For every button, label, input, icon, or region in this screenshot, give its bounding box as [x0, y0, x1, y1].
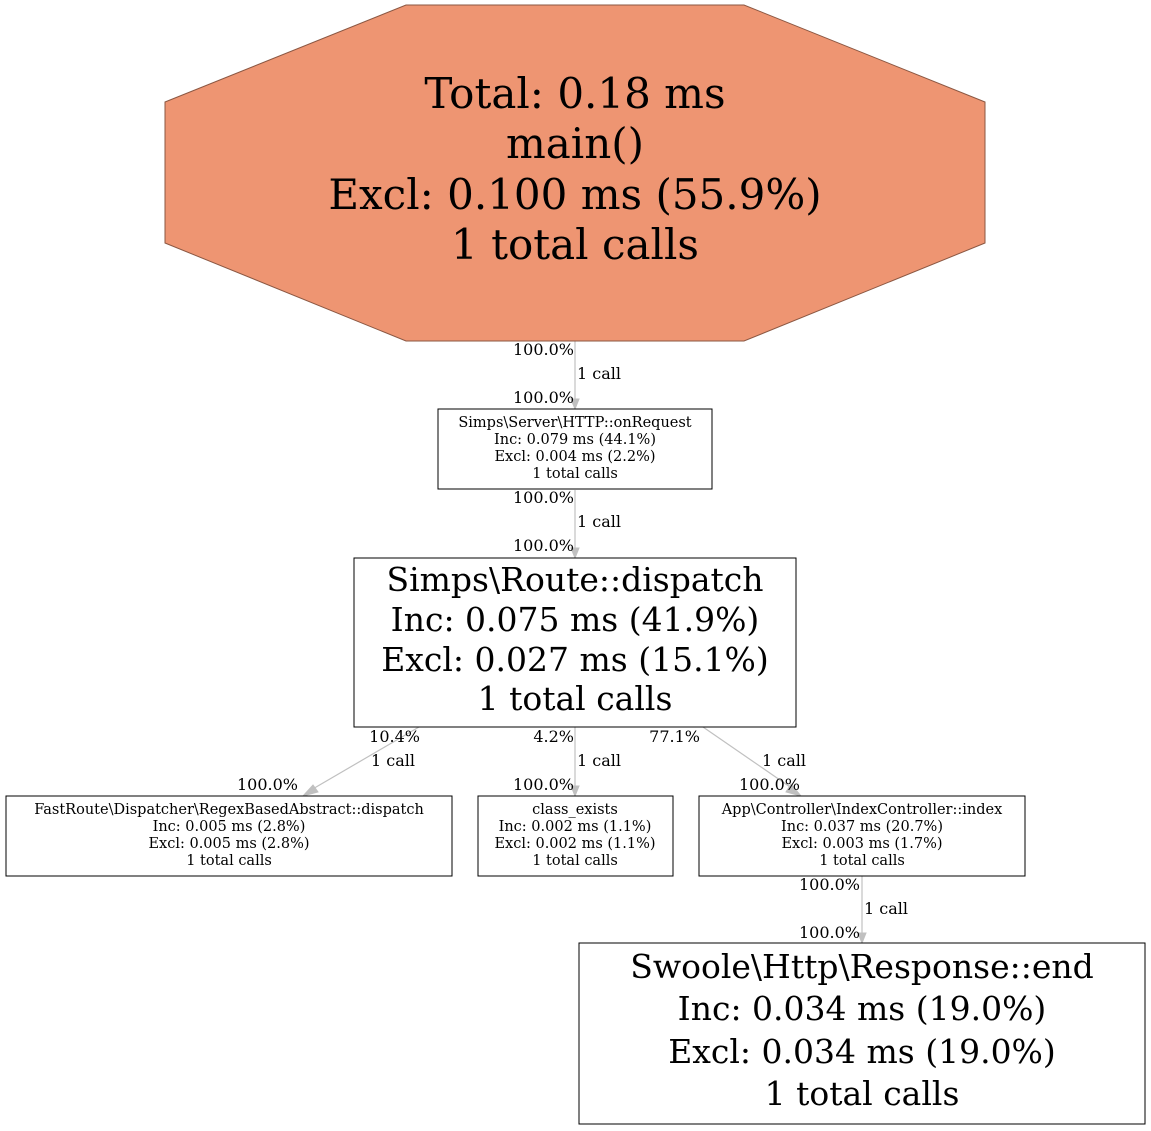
edge-dispatch-to-classexists: 4.2% 1 call 100.0%	[513, 727, 621, 798]
edge-head-percent: 100.0%	[237, 775, 298, 794]
node-dispatch-excl: Excl: 0.027 ms (15.1%)	[381, 640, 769, 679]
node-responseend-box	[578, 942, 1146, 1125]
edge-call-label: 1 call	[762, 751, 806, 770]
edge-index-to-responseend: 100.0% 1 call 100.0%	[799, 875, 908, 945]
node-dispatch: Simps\Route::dispatch Inc: 0.075 ms (41.…	[353, 557, 797, 728]
node-onrequest-box	[437, 408, 713, 490]
node-regexdispatch: FastRoute\Dispatcher\RegexBasedAbstract:…	[5, 795, 453, 877]
node-classexists-name: class_exists	[532, 802, 618, 818]
node-regexdispatch-calls: 1 total calls	[186, 853, 272, 869]
edge-head-percent: 100.0%	[513, 775, 574, 794]
edge-call-label: 1 call	[864, 899, 908, 918]
node-index-calls: 1 total calls	[819, 853, 905, 869]
node-index-excl: Excl: 0.003 ms (1.7%)	[781, 836, 942, 852]
node-dispatch-box	[353, 557, 797, 728]
node-dispatch-calls: 1 total calls	[478, 679, 673, 718]
node-classexists: class_exists Inc: 0.002 ms (1.1%) Excl: …	[477, 795, 674, 877]
node-responseend-name: Swoole\Http\Response::end	[630, 947, 1094, 986]
edge-head-percent: 100.0%	[513, 536, 574, 555]
node-onrequest: Simps\Server\HTTP::onRequest Inc: 0.079 …	[437, 408, 713, 490]
edge-head-percent: 100.0%	[739, 775, 800, 794]
edge-tail-percent: 100.0%	[513, 340, 574, 359]
node-index-inc: Inc: 0.037 ms (20.7%)	[781, 819, 943, 835]
edge-dispatch-to-index: 77.1% 1 call 100.0%	[649, 726, 806, 797]
node-index-box	[698, 795, 1026, 877]
edge-tail-percent: 4.2%	[533, 727, 574, 746]
node-main-excl: Excl: 0.100 ms (55.9%)	[328, 170, 821, 219]
node-main-total: Total: 0.18 ms	[424, 69, 725, 118]
node-onrequest-inc: Inc: 0.079 ms (44.1%)	[494, 432, 656, 448]
node-regexdispatch-name: FastRoute\Dispatcher\RegexBasedAbstract:…	[34, 802, 424, 818]
edge-tail-percent: 100.0%	[799, 875, 860, 894]
node-responseend-calls: 1 total calls	[765, 1074, 960, 1113]
node-regexdispatch-inc: Inc: 0.005 ms (2.8%)	[153, 819, 306, 835]
edge-tail-percent: 100.0%	[513, 488, 574, 507]
edge-tail-percent: 10.4%	[369, 727, 420, 746]
node-onrequest-calls: 1 total calls	[532, 466, 618, 482]
node-responseend-inc: Inc: 0.034 ms (19.0%)	[678, 989, 1047, 1028]
edge-call-label: 1 call	[577, 512, 621, 531]
node-regexdispatch-box	[5, 795, 453, 877]
node-main-calls: 1 total calls	[451, 220, 699, 269]
node-responseend: Swoole\Http\Response::end Inc: 0.034 ms …	[578, 942, 1146, 1125]
node-main-name: main()	[506, 119, 644, 168]
node-classexists-calls: 1 total calls	[532, 853, 618, 869]
edge-head-percent: 100.0%	[799, 923, 860, 942]
node-dispatch-name: Simps\Route::dispatch	[386, 560, 763, 599]
node-classexists-excl: Excl: 0.002 ms (1.1%)	[494, 836, 655, 852]
main-octagon	[164, 4, 986, 342]
node-main: Total: 0.18 ms main() Excl: 0.100 ms (55…	[164, 4, 986, 342]
edge-call-label: 1 call	[577, 364, 621, 383]
node-regexdispatch-excl: Excl: 0.005 ms (2.8%)	[148, 836, 309, 852]
node-index: App\Controller\IndexController::index In…	[698, 795, 1026, 877]
edge-head-percent: 100.0%	[513, 388, 574, 407]
edge-call-label: 1 call	[577, 751, 621, 770]
edge-tail-percent: 77.1%	[649, 727, 700, 746]
node-onrequest-excl: Excl: 0.004 ms (2.2%)	[494, 449, 655, 465]
node-index-name: App\Controller\IndexController::index	[721, 802, 1003, 818]
node-dispatch-inc: Inc: 0.075 ms (41.9%)	[391, 600, 760, 639]
edge-call-label: 1 call	[371, 751, 415, 770]
edge-onrequest-to-dispatch: 100.0% 1 call 100.0%	[513, 488, 621, 560]
edge-main-to-onrequest: 100.0% 1 call 100.0%	[513, 340, 621, 411]
edge-dispatch-to-regexdispatch: 10.4% 1 call 100.0%	[237, 726, 420, 797]
node-responseend-excl: Excl: 0.034 ms (19.0%)	[668, 1032, 1056, 1071]
node-classexists-inc: Inc: 0.002 ms (1.1%)	[499, 819, 652, 835]
node-onrequest-name: Simps\Server\HTTP::onRequest	[458, 415, 691, 431]
node-classexists-box	[477, 795, 674, 877]
